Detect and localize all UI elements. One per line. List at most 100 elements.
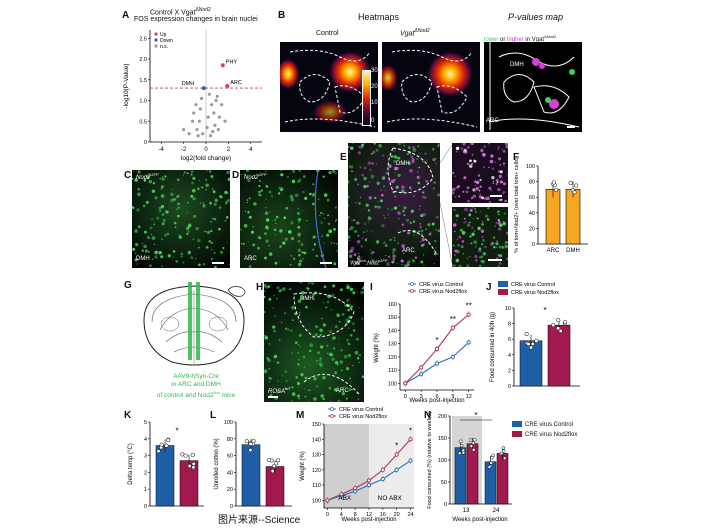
cell-dot [134, 229, 138, 233]
cell-dot [472, 194, 476, 198]
cell-dot [132, 247, 136, 251]
cell-dot [251, 230, 254, 234]
cell-dot [454, 196, 457, 198]
panel-g-line-3: of control and Nod2flox mice [156, 390, 236, 400]
cell-dot [357, 234, 360, 237]
n-bar [496, 453, 509, 505]
panel-label-g: G [124, 280, 132, 291]
cell-dot [504, 143, 508, 145]
cell-dot [297, 248, 301, 253]
cell-dot [272, 325, 276, 329]
j-y-tick-label: 0 [508, 384, 511, 390]
a-x-axis-label: log2(fold change) [181, 155, 231, 162]
cell-dot [494, 161, 497, 163]
cell-dot [460, 245, 464, 248]
cell-dot [248, 197, 251, 200]
j-data-dot [526, 341, 531, 347]
panel-d-title: Nod2GFP [244, 172, 267, 181]
cell-dot [268, 376, 271, 380]
cell-dot [146, 235, 151, 240]
panel-n-legend-nod2: CRE virus Nod2flox [512, 430, 577, 440]
cell-dot [182, 174, 185, 176]
m-x-tick-label: 16 [380, 512, 386, 518]
cell-dot [277, 380, 279, 383]
cell-dot [361, 256, 363, 258]
cell-dot [370, 174, 375, 179]
cell-dot [322, 302, 325, 304]
cell-dot [363, 166, 367, 170]
cell-dot [432, 187, 435, 190]
panel-h-region-dmh: DMH [300, 296, 314, 302]
cell-dot [351, 322, 355, 326]
cell-dot [265, 184, 267, 186]
a-point-ns [217, 115, 222, 119]
cell-dot [349, 287, 354, 291]
cell-dot [278, 289, 282, 293]
cell-dot [295, 376, 298, 379]
m-legend-marker [330, 414, 334, 418]
f-y-tick-label: 100 [526, 164, 535, 170]
cell-dot [197, 187, 200, 190]
cell-dot [302, 191, 305, 194]
l-y-tick-label: 100 [224, 420, 233, 426]
cell-dot [297, 232, 301, 237]
i-point [434, 361, 440, 366]
cell-dot [158, 251, 162, 255]
cell-dot [500, 198, 503, 201]
cell-dot [311, 193, 316, 197]
n-data-dot [468, 438, 473, 442]
a-point-Up [220, 63, 225, 68]
cell-dot [166, 232, 170, 235]
cell-dot [150, 233, 153, 236]
cell-dot [278, 339, 281, 342]
l-data-dot [270, 469, 275, 474]
cell-dot [279, 245, 282, 248]
cell-dot [419, 225, 423, 229]
cell-dot [276, 361, 280, 364]
cell-dot [149, 226, 153, 230]
cell-dot [463, 148, 467, 152]
n-data-dot [487, 465, 492, 469]
k-data-dot [183, 453, 188, 458]
cell-dot [205, 246, 209, 249]
cell-dot [418, 208, 421, 210]
cell-dot [346, 339, 349, 342]
cell-dot [348, 216, 350, 219]
cell-dot [209, 200, 211, 202]
cell-dot [336, 249, 338, 253]
cell-dot [315, 359, 319, 363]
i-point [419, 372, 424, 377]
cell-dot [268, 367, 271, 370]
cell-dot [297, 382, 300, 385]
cell-dot [348, 388, 352, 392]
j-y-tick-label: 8 [508, 322, 511, 328]
cell-dot [243, 173, 245, 175]
cell-dot [424, 152, 427, 155]
cell-dot [291, 319, 294, 321]
cell-dot [489, 159, 494, 164]
cell-dot [498, 245, 502, 249]
cell-dot [454, 187, 456, 190]
n-y-tick-label: 50 [441, 480, 447, 486]
cell-dot [374, 205, 378, 209]
panel-h-scale-bar [268, 396, 278, 398]
cell-dot [274, 261, 278, 265]
cell-dot [483, 166, 485, 168]
j-legend-label: CRE virus Nod2flox [511, 290, 559, 296]
cell-dot [298, 397, 300, 400]
panel-f-bar-chart: 0 20 40 60 80 100 ARC DMH % of tom+Nod2+ (over t… [514, 158, 588, 254]
cell-dot [409, 186, 412, 189]
f-data-dot [551, 180, 556, 185]
cell-dot [152, 182, 156, 185]
cell-dot [476, 217, 478, 219]
cell-dot [495, 221, 498, 224]
cell-dot [243, 224, 248, 228]
cell-dot [271, 195, 273, 198]
cell-dot [474, 211, 477, 213]
pmap-region-arc: ARC [486, 118, 499, 124]
cell-dot [397, 217, 400, 220]
m-x-axis-label: Weeks post-injection [341, 517, 396, 523]
cell-dot [457, 185, 461, 188]
j-legend-label: CRE virus Control [511, 282, 555, 288]
cell-dot [457, 243, 460, 247]
